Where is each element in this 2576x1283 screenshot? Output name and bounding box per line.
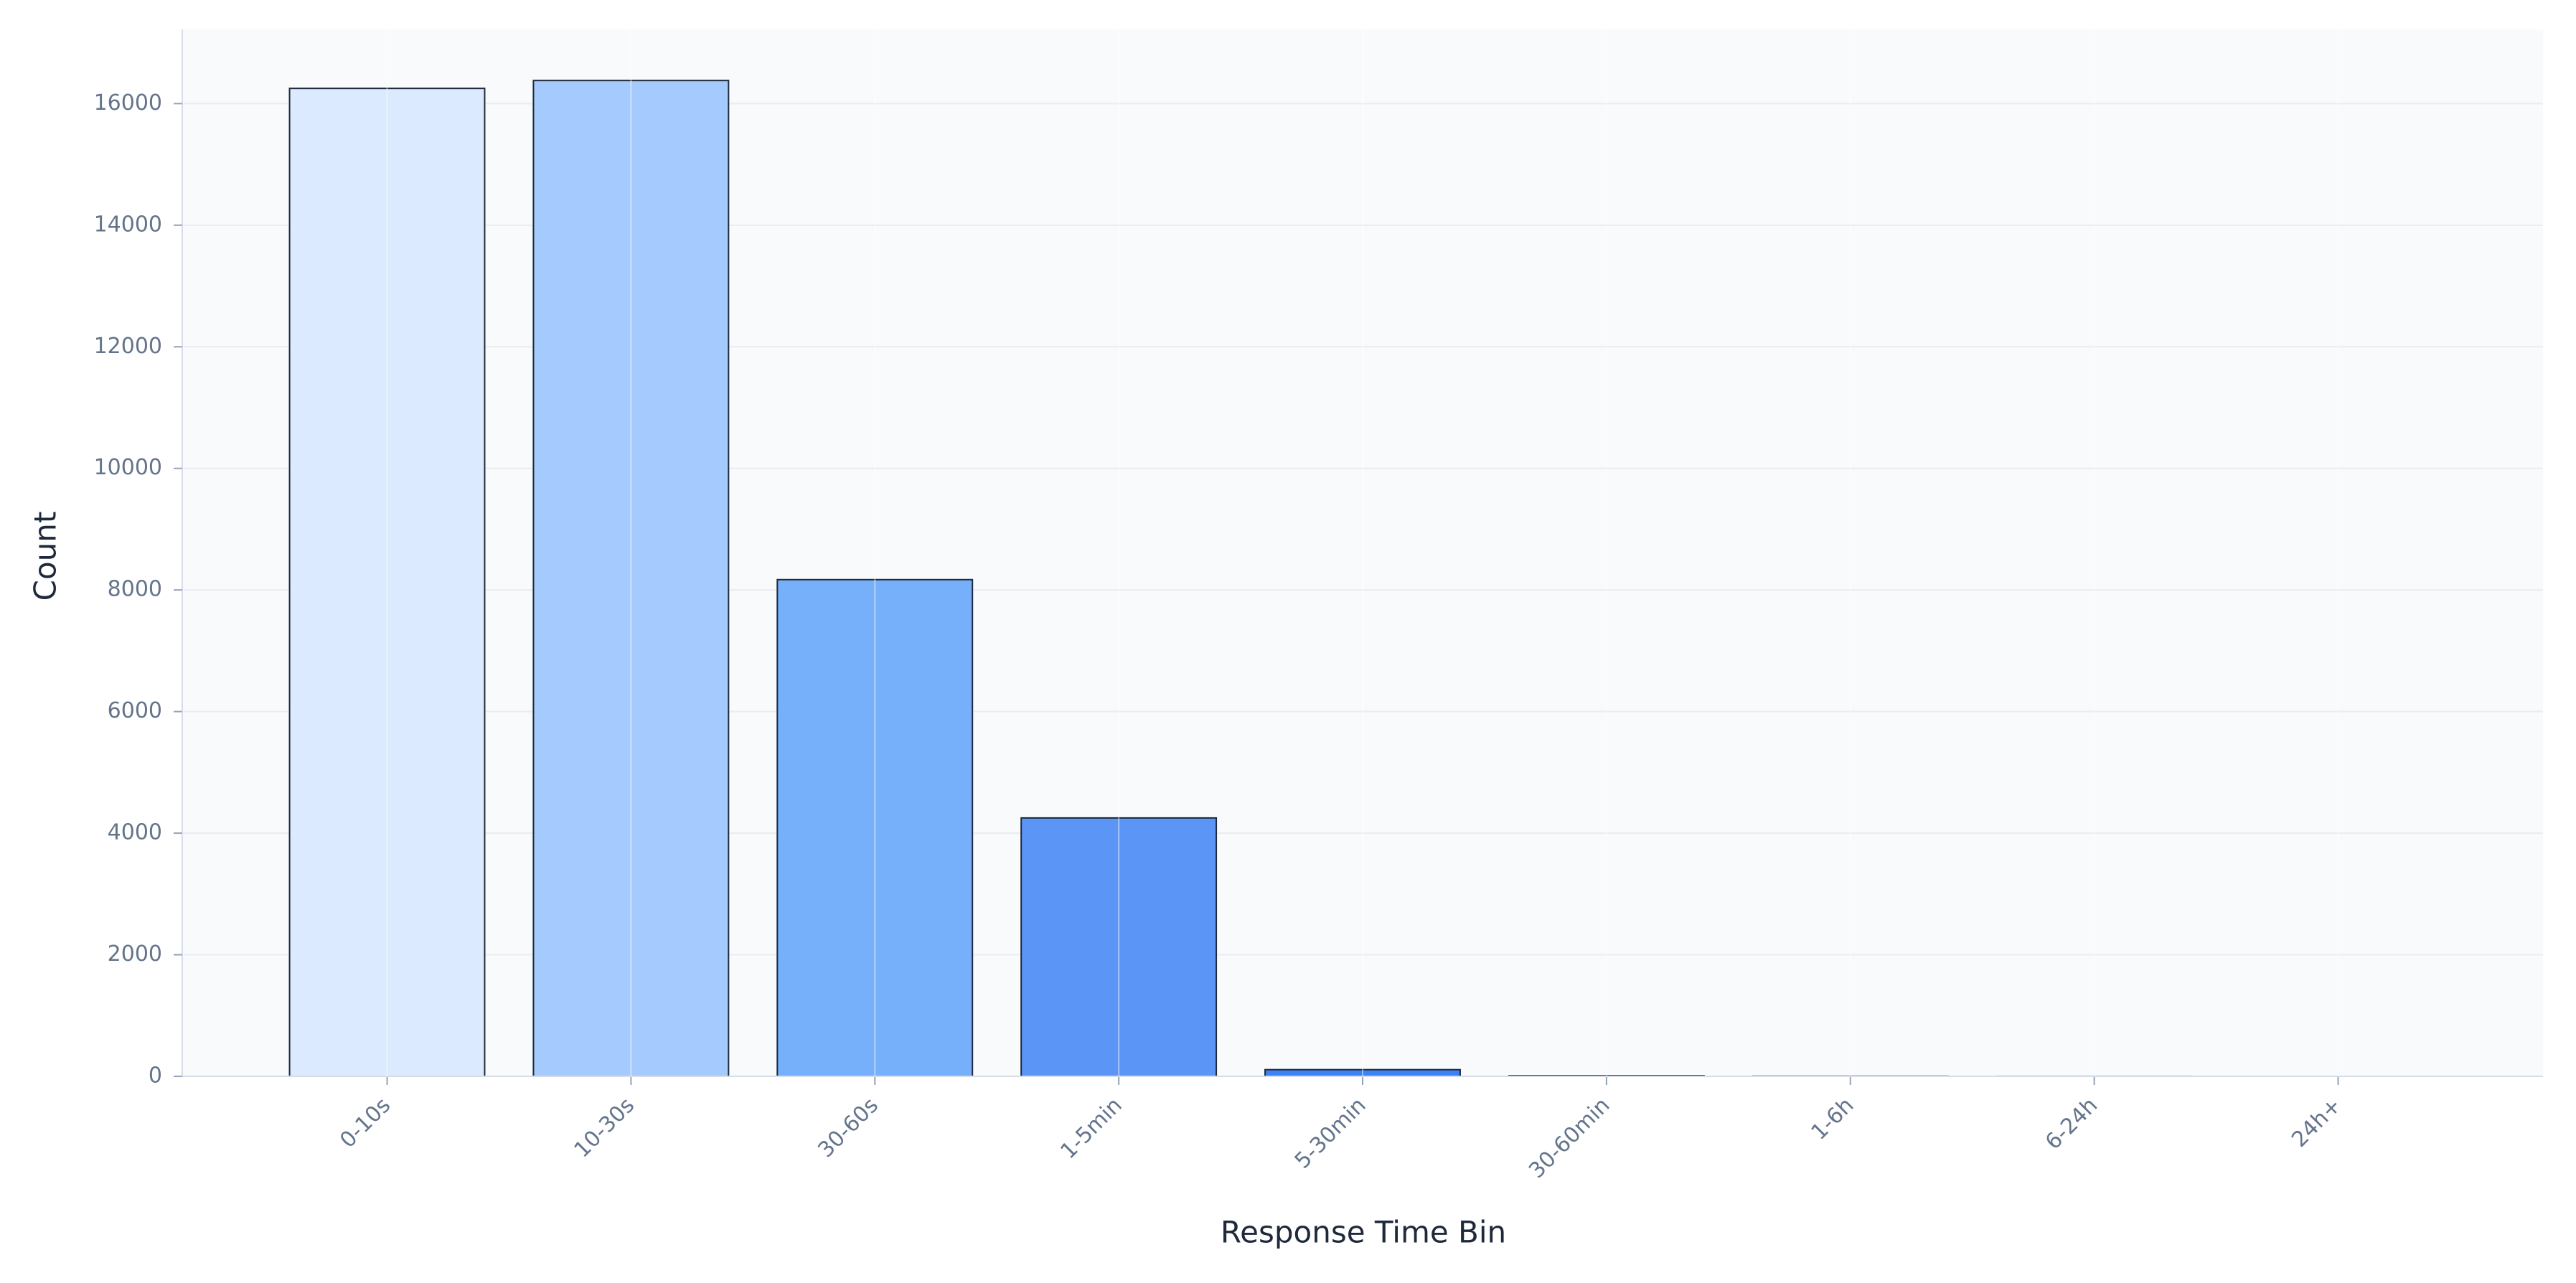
x-axis-title: Response Time Bin: [1221, 1215, 1506, 1250]
x-tick-label: 1-6h: [1807, 1093, 1859, 1145]
y-axis-title: Count: [28, 512, 63, 601]
y-tick-label: 6000: [108, 698, 162, 723]
x-tick-label: 0-10s: [335, 1093, 395, 1153]
y-tick-label: 12000: [94, 334, 162, 359]
x-tick-label: 5-30min: [1290, 1093, 1371, 1174]
y-tick-label: 16000: [94, 90, 162, 116]
x-tick-label: 10-30s: [570, 1093, 639, 1162]
bar: [776, 578, 974, 1077]
bar: [1020, 817, 1218, 1078]
x-tick-label: 1-5min: [1056, 1093, 1127, 1164]
y-tick-label: 2000: [108, 941, 162, 967]
y-tick-label: 4000: [108, 820, 162, 845]
y-tick-label: 14000: [94, 212, 162, 237]
x-tick-label: 24h+: [2287, 1093, 2346, 1152]
x-tick-label: 30-60min: [1524, 1093, 1614, 1183]
bar: [288, 88, 486, 1077]
bar: [532, 80, 730, 1077]
y-tick-label: 0: [149, 1063, 162, 1089]
x-tick-label: 30-60s: [813, 1093, 883, 1162]
x-tick-label: 6-24h: [2041, 1093, 2102, 1155]
y-tick-label: 8000: [108, 577, 162, 602]
y-tick-label: 10000: [94, 455, 162, 480]
